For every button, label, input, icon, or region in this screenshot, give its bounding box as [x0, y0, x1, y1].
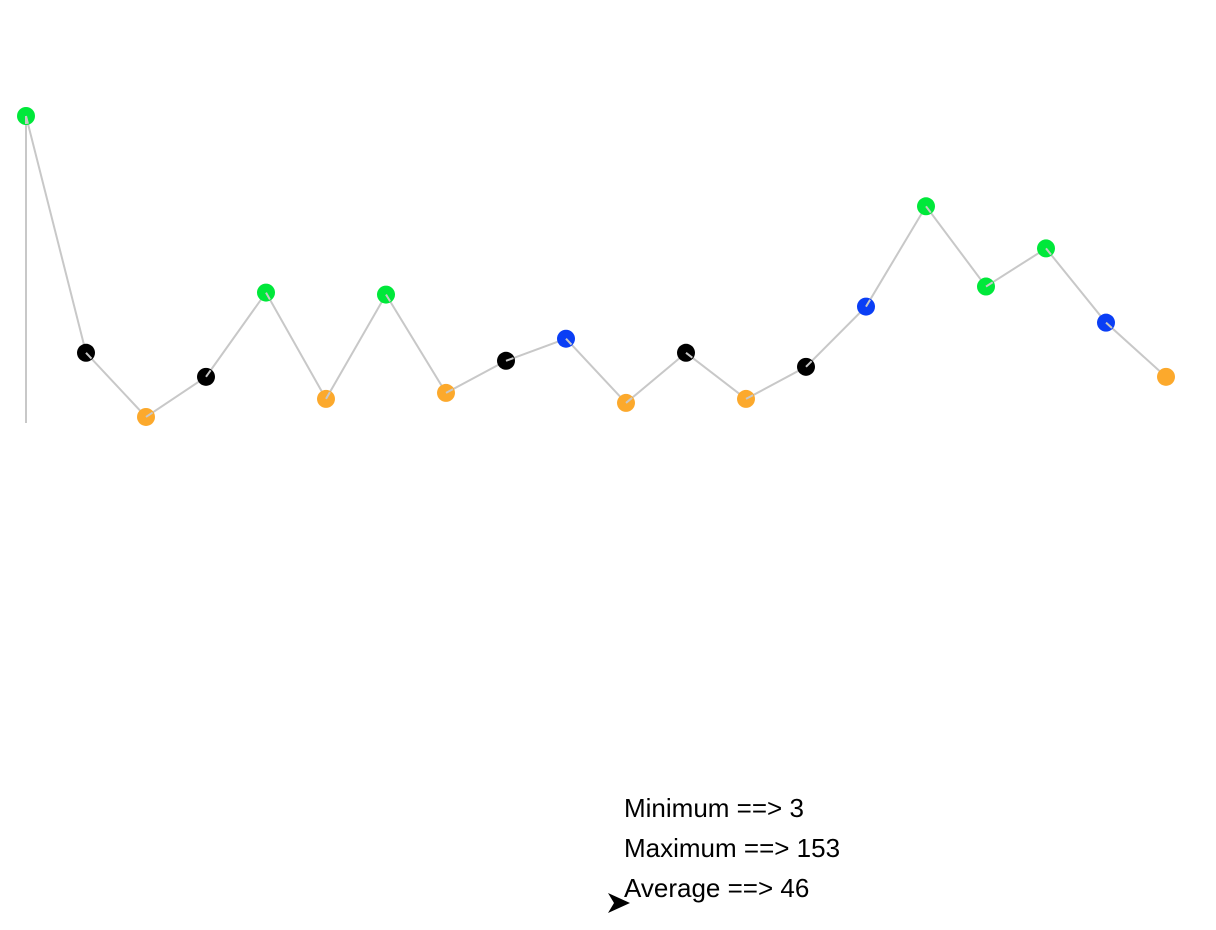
series-segment	[1105, 321, 1113, 329]
series-segment	[685, 351, 693, 359]
series-line	[25, 115, 1167, 423]
series-segment	[205, 369, 212, 378]
series-segment	[745, 394, 754, 400]
series-segment	[325, 391, 331, 400]
series-segment	[505, 357, 514, 362]
series-segment	[925, 205, 932, 214]
series-segment	[1045, 247, 1052, 256]
maximum-stat: Maximum ==> 153	[624, 833, 841, 863]
average-stat: Average ==> 46	[624, 873, 810, 903]
series-segment	[265, 292, 271, 301]
series-segment	[145, 411, 154, 418]
series-segment	[985, 281, 994, 288]
minimum-stat: Minimum ==> 3	[624, 793, 804, 823]
series-segment	[805, 360, 813, 368]
series-segment	[85, 352, 93, 360]
series-segment	[445, 388, 454, 394]
series-segment	[625, 397, 633, 404]
series-segment	[565, 338, 573, 346]
series-segment	[385, 294, 392, 302]
arrow-cursor-icon	[608, 893, 630, 913]
series-segment	[865, 299, 871, 308]
data-point	[1157, 367, 1175, 386]
cursor-shape	[608, 893, 630, 913]
stats-panel: Minimum ==> 3 Maximum ==> 153 Average ==…	[624, 788, 840, 908]
